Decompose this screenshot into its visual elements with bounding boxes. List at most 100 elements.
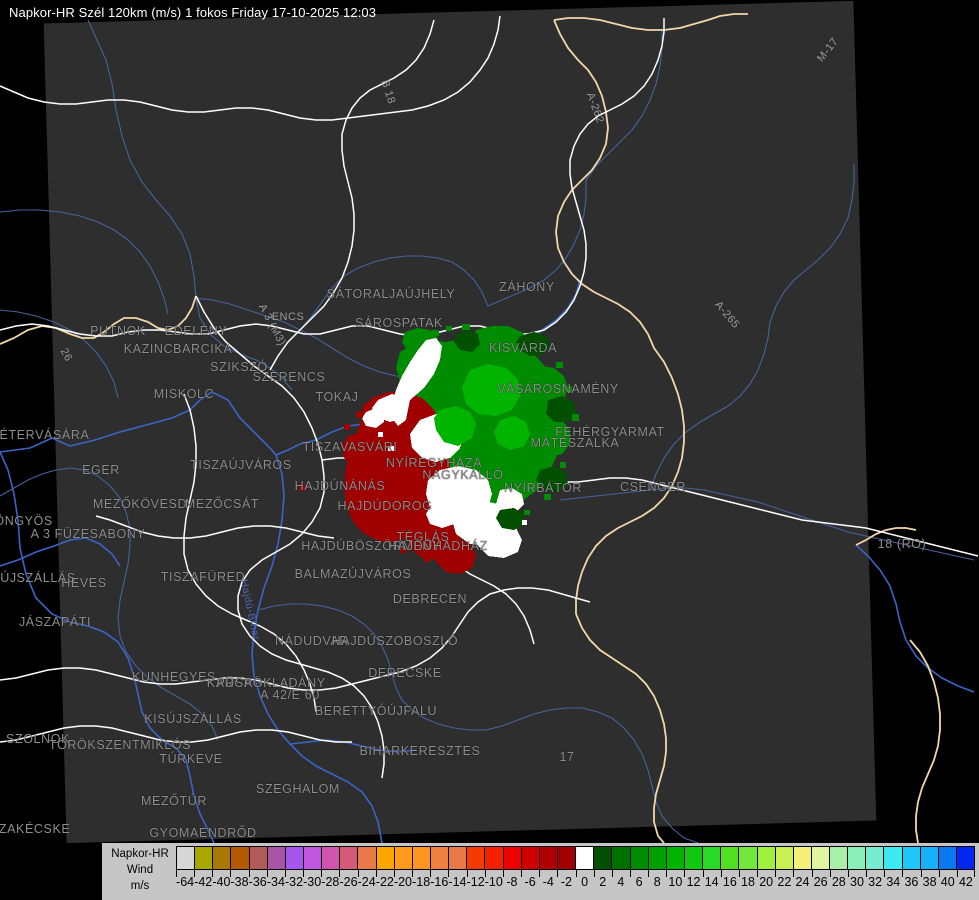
colorbar-cell[interactable] bbox=[303, 847, 323, 869]
colorbar-cell[interactable] bbox=[576, 847, 595, 869]
colorbar-tick-label: -16 bbox=[430, 875, 449, 889]
colorbar-tick bbox=[629, 870, 631, 877]
colorbar-cell[interactable] bbox=[848, 847, 867, 869]
colorbar-cell[interactable] bbox=[684, 847, 704, 869]
colorbar-tick bbox=[539, 870, 541, 877]
colorbar-tick-label: -10 bbox=[484, 875, 503, 889]
colorbar-cell[interactable] bbox=[412, 847, 431, 869]
colorbar-tick-label: 32 bbox=[868, 875, 883, 889]
colorbar-cell[interactable] bbox=[467, 847, 486, 869]
colorbar-tick-label: -32 bbox=[284, 875, 304, 889]
colorbar-tick bbox=[303, 870, 305, 877]
colorbar-cell[interactable] bbox=[612, 847, 631, 869]
colorbar-cell[interactable] bbox=[866, 847, 885, 869]
colorbar-tick-label: -38 bbox=[230, 875, 249, 889]
stream-layer bbox=[0, 19, 975, 843]
colorbar-tick bbox=[666, 870, 668, 877]
colorbar-tick bbox=[176, 870, 177, 877]
colorbar-tick bbox=[502, 870, 504, 877]
colorbar-tick bbox=[321, 870, 323, 877]
colorbar-tick-label: -40 bbox=[212, 875, 231, 889]
colorbar-cell[interactable] bbox=[394, 847, 413, 869]
colorbar-tick-label: 40 bbox=[940, 875, 955, 889]
colorbar-cell[interactable] bbox=[775, 847, 794, 869]
colorbar-tick bbox=[684, 870, 686, 877]
colorbar-cell[interactable] bbox=[231, 847, 250, 869]
legend-caption: Napkor-HR Wind m/s bbox=[104, 846, 176, 894]
colorbar-tick-label: -36 bbox=[248, 875, 267, 889]
colorbar-cell[interactable] bbox=[757, 847, 776, 869]
colorbar-cell[interactable] bbox=[485, 847, 504, 869]
colorbar-cell[interactable] bbox=[721, 847, 740, 869]
colorbar-cell[interactable] bbox=[430, 847, 450, 869]
colorbar-cell[interactable] bbox=[213, 847, 232, 869]
colorbar-cell[interactable] bbox=[322, 847, 341, 869]
colorbar-cell[interactable] bbox=[920, 847, 939, 869]
colorbar-cell[interactable] bbox=[285, 847, 304, 869]
colorbar-tick bbox=[375, 870, 377, 877]
colorbar-cell[interactable] bbox=[594, 847, 613, 869]
colorbar-cell[interactable] bbox=[177, 847, 196, 869]
legend-strip: Napkor-HR Wind m/s -64 -42 -40 -38 -36 -34 -32… bbox=[0, 843, 979, 900]
colorbar-cell[interactable] bbox=[703, 847, 722, 869]
product-title: Napkor-HR Szél 120km (m/s) 1 fokos Frida… bbox=[9, 5, 377, 20]
colorbar-tick bbox=[757, 870, 759, 877]
radar-map-canvas[interactable]: PUTNOK EDELÉNY KAZINCBARCIKA SZIKSZÓ SZERENC… bbox=[0, 0, 979, 843]
colorbar-tick-label: 12 bbox=[686, 875, 701, 889]
road-layer bbox=[0, 15, 979, 779]
colorbar-tick bbox=[811, 870, 813, 877]
colorbar-tick bbox=[702, 870, 704, 877]
colorbar-cell[interactable] bbox=[358, 847, 377, 869]
colorbar-cell[interactable] bbox=[521, 847, 540, 869]
colorbar-tick-label: 34 bbox=[886, 875, 901, 889]
colorbar-cell[interactable] bbox=[503, 847, 522, 869]
colorbar-cell[interactable] bbox=[902, 847, 921, 869]
colorbar-cell[interactable] bbox=[449, 847, 468, 869]
colorbar-tick-label: -2 bbox=[560, 875, 572, 889]
colorbar-tick bbox=[902, 870, 904, 877]
colorbar-cell[interactable] bbox=[884, 847, 903, 869]
colorbar-tick bbox=[829, 870, 831, 877]
colorbar-tick bbox=[775, 870, 777, 877]
colorbar-tick-label: -30 bbox=[303, 875, 322, 889]
colorbar-tick-label: -28 bbox=[321, 875, 340, 889]
colorbar-tick-label: -8 bbox=[506, 875, 518, 889]
colorbar-tick bbox=[430, 870, 432, 877]
colorbar-cell[interactable] bbox=[557, 847, 577, 869]
colorbar-cell[interactable] bbox=[195, 847, 214, 869]
colorbar[interactable]: -64 -42 -40 -38 -36 -34 -32 -30 -28 -26 -24 -22 -20-… bbox=[176, 846, 975, 897]
colorbar-tick-label: 22 bbox=[777, 875, 792, 889]
colorbar-cell[interactable] bbox=[539, 847, 558, 869]
colorbar-cell[interactable] bbox=[340, 847, 359, 869]
colorbar-cell[interactable] bbox=[376, 847, 395, 869]
colorbar-tick-label: 16 bbox=[722, 875, 737, 889]
colorbar-cell[interactable] bbox=[648, 847, 667, 869]
colorbar-cell[interactable] bbox=[630, 847, 649, 869]
colorbar-cell[interactable] bbox=[666, 847, 685, 869]
colorbar-swatches[interactable] bbox=[176, 846, 975, 870]
colorbar-tick-label: -24 bbox=[357, 875, 376, 889]
colorbar-tick bbox=[866, 870, 868, 877]
colorbar-cell[interactable] bbox=[830, 847, 849, 869]
colorbar-cell[interactable] bbox=[957, 847, 975, 869]
colorbar-cell[interactable] bbox=[267, 847, 286, 869]
colorbar-tick-label: 24 bbox=[795, 875, 810, 889]
colorbar-tick-label: 36 bbox=[904, 875, 919, 889]
colorbar-cell[interactable] bbox=[739, 847, 758, 869]
colorbar-cell[interactable] bbox=[811, 847, 831, 869]
colorbar-tick bbox=[212, 870, 214, 877]
colorbar-tick-label: 4 bbox=[617, 875, 625, 889]
colorbar-tick bbox=[648, 870, 650, 877]
colorbar-tick bbox=[557, 870, 559, 877]
colorbar-cell[interactable] bbox=[249, 847, 268, 869]
colorbar-tick-label: -26 bbox=[339, 875, 358, 889]
colorbar-cell[interactable] bbox=[938, 847, 958, 869]
colorbar-tick bbox=[484, 870, 486, 877]
colorbar-tick-label: 6 bbox=[635, 875, 643, 889]
colorbar-tick bbox=[956, 870, 958, 877]
colorbar-tick-label: -20 bbox=[393, 875, 413, 889]
colorbar-tick bbox=[738, 870, 740, 877]
colorbar-cell[interactable] bbox=[793, 847, 812, 869]
colorbar-tick bbox=[194, 870, 196, 877]
